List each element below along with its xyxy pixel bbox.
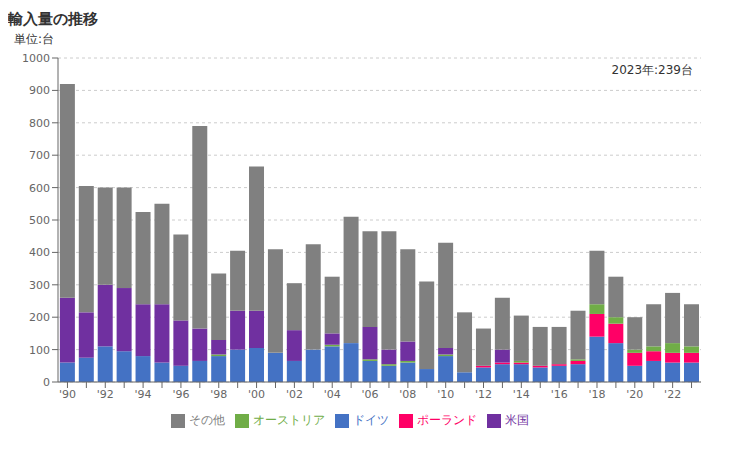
svg-text:300: 300 <box>29 279 50 292</box>
svg-text:700: 700 <box>29 149 50 162</box>
svg-text:'94: '94 <box>135 388 152 401</box>
svg-text:'22: '22 <box>664 388 681 401</box>
svg-text:'20: '20 <box>626 388 643 401</box>
svg-text:900: 900 <box>29 84 50 97</box>
svg-text:'04: '04 <box>324 388 341 401</box>
svg-text:800: 800 <box>29 117 50 130</box>
html-text:単位:台: 単位:台 <box>14 32 54 46</box>
html-text:2023年:239台: 2023年:239台 <box>611 63 693 77</box>
html-text:ポーランド: ポーランド <box>416 413 477 427</box>
html-text:オーストリア: オーストリア <box>252 413 325 427</box>
svg-text:0: 0 <box>43 376 50 389</box>
svg-text:'10: '10 <box>437 388 454 401</box>
html-text:その他: その他 <box>188 413 225 427</box>
svg-text:'12: '12 <box>475 388 492 401</box>
svg-text:500: 500 <box>29 214 50 227</box>
html-text:ドイツ: ドイツ <box>352 413 389 427</box>
svg-text:200: 200 <box>29 311 50 324</box>
svg-text:'14: '14 <box>513 388 530 401</box>
svg-text:'96: '96 <box>172 388 189 401</box>
svg-text:'18: '18 <box>588 388 605 401</box>
html-text:輸入量の推移: 輸入量の推移 <box>8 10 98 28</box>
svg-text:600: 600 <box>29 182 50 195</box>
svg-text:'92: '92 <box>97 388 114 401</box>
svg-text:'08: '08 <box>399 388 416 401</box>
svg-text:'02: '02 <box>286 388 303 401</box>
svg-text:'00: '00 <box>248 388 265 401</box>
html-text:米国: 米国 <box>504 413 529 427</box>
svg-text:1000: 1000 <box>22 52 50 65</box>
svg-text:400: 400 <box>29 246 50 259</box>
svg-text:'90: '90 <box>59 388 76 401</box>
svg-text:'16: '16 <box>551 388 568 401</box>
svg-text:'98: '98 <box>210 388 227 401</box>
svg-text:100: 100 <box>29 344 50 357</box>
svg-text:'06: '06 <box>362 388 379 401</box>
